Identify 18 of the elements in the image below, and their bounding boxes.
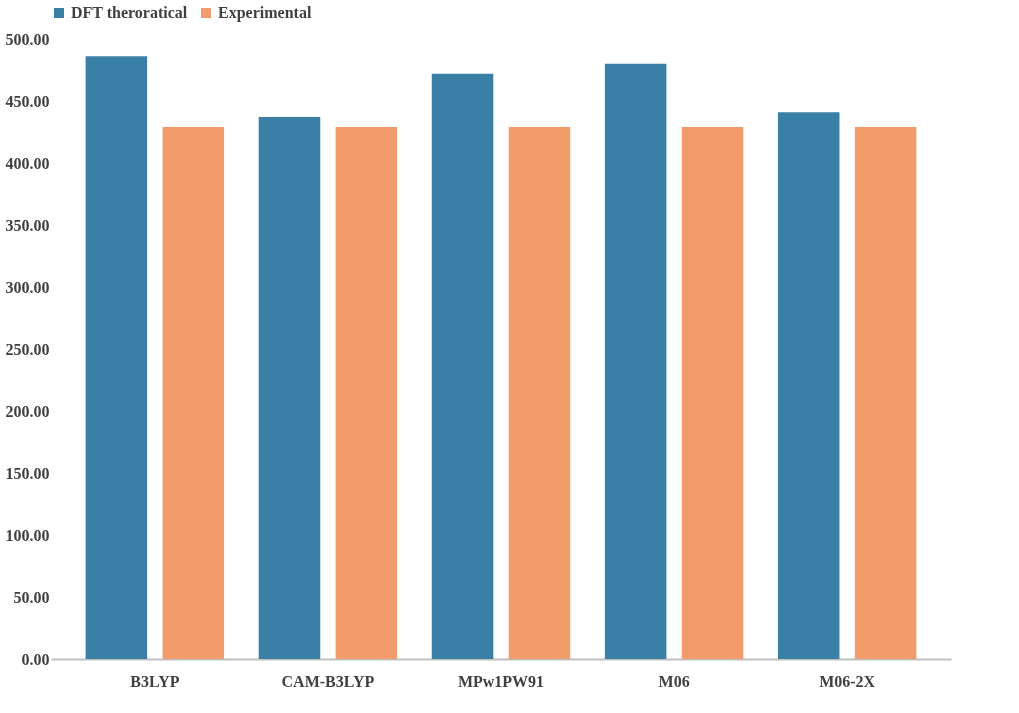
- y-tick-label: 150.00: [5, 464, 50, 482]
- legend-label: DFT theroratical: [71, 4, 188, 21]
- y-tick-label: 200.00: [5, 402, 50, 420]
- x-tick-label: M06: [658, 672, 690, 690]
- y-tick-label: 400.00: [5, 154, 50, 172]
- y-tick-label: 500.00: [5, 30, 50, 48]
- x-tick-label: MPw1PW91: [457, 672, 545, 690]
- y-tick-label: 350.00: [5, 216, 50, 234]
- y-tick-label: 0.00: [21, 650, 50, 668]
- y-tick-label: 50.00: [13, 588, 50, 606]
- legend-label: Experimental: [218, 4, 312, 22]
- x-tick-label: B3LYP: [130, 672, 180, 690]
- y-tick-label: 450.00: [5, 92, 50, 110]
- x-tick-label: CAM-B3LYP: [281, 672, 375, 690]
- x-tick-label: M06-2X: [819, 672, 876, 690]
- y-tick-label: 300.00: [5, 278, 50, 296]
- y-tick-label: 250.00: [5, 340, 50, 358]
- y-tick-label: 100.00: [5, 526, 50, 544]
